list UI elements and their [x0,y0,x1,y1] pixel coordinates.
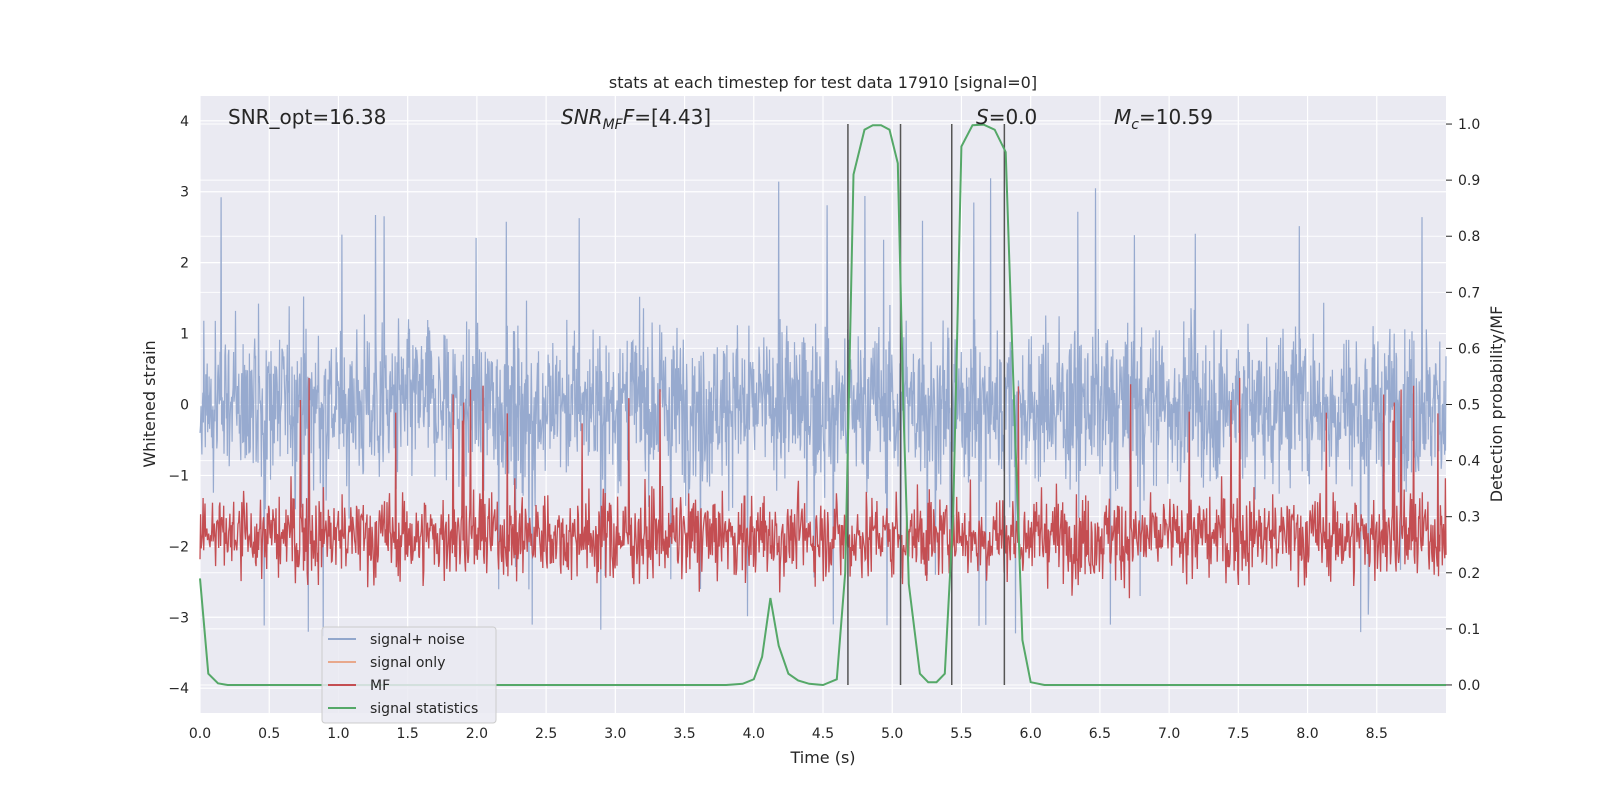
x-tick-label: 8.0 [1296,726,1318,742]
right-tick-label: 0.2 [1458,566,1480,582]
snr-mf-f: F [623,105,635,129]
right-axis-label: Detection probability/MF [1487,306,1506,503]
signal-statistics-line [199,123,1446,687]
right-tick-label: 0.4 [1458,454,1480,470]
mc-base: M [1114,105,1131,129]
right-tick-label: 1.0 [1458,117,1480,133]
s-symbol: S [976,105,989,129]
y-tick-label: −1 [168,468,189,484]
signal-statistics-series [199,123,1446,687]
legend-label-signal-noise: signal+ noise [370,632,465,648]
x-tick-label: 1.0 [327,726,349,742]
y-tick-label: −3 [168,610,189,626]
legend-label-signal-statistics: signal statistics [370,701,478,717]
snr-mf-sub: MF [603,117,624,133]
y-tick-label: 3 [180,185,189,201]
x-tick-label: 6.5 [1089,726,1111,742]
right-tick-label: 0.7 [1458,285,1480,301]
y-tick-label: −2 [168,539,189,555]
x-tick-label: 4.0 [743,726,765,742]
mc-sub: c [1131,117,1139,133]
right-tick-label: 0.5 [1458,398,1480,414]
right-tick-label: 0.1 [1458,622,1480,638]
s-value: =0.0 [989,105,1038,129]
y-tick-label: 2 [180,256,189,272]
signal-noise-line [199,178,1447,637]
legend-label-signal-only: signal only [370,655,445,671]
signal-noise-series [199,178,1447,637]
snr-mf-value: =[4.43] [634,105,711,129]
x-tick-label: 0.5 [258,726,280,742]
mf-line [199,377,1447,599]
x-tick-label: 1.5 [397,726,419,742]
y-axis-ticks: 4 3 2 1 0 −1 −2 −3 −4 [168,114,189,697]
snr-mf-base: SNR [561,105,603,129]
right-axis-ticks: 1.0 0.9 0.8 0.7 0.6 0.5 0.4 0.3 0.2 0.1 0.0 [1446,117,1480,694]
right-tick-label: 0.0 [1458,678,1480,694]
x-tick-label: 4.5 [812,726,834,742]
x-tick-label: 3.5 [673,726,695,742]
x-tick-label: 7.0 [1158,726,1180,742]
x-tick-label: 8.5 [1366,726,1388,742]
y-tick-label: 4 [180,114,189,130]
legend-box [321,626,497,724]
legend-label-mf: MF [370,678,390,694]
x-tick-label: 7.5 [1227,726,1249,742]
right-tick-label: 0.3 [1458,510,1480,526]
y-tick-label: −4 [168,681,189,697]
mc-value: =10.59 [1139,105,1213,129]
x-axis-ticks: 0.0 0.5 1.0 1.5 2.0 2.5 3.0 3.5 4.0 4.5 5.0 5.5 6.0 6… [189,726,1388,742]
right-tick-label: 0.8 [1458,229,1480,245]
mc-annotation: Mc=10.59 [1114,105,1213,133]
right-tick-label: 0.9 [1458,173,1480,189]
x-axis-label: Time (s) [789,748,855,767]
x-tick-label: 0.0 [189,726,211,742]
x-tick-label: 5.5 [950,726,972,742]
snr-opt-annotation: SNR_opt=16.38 [228,105,386,129]
y-axis-label: Whitened strain [140,340,159,467]
chart-title: stats at each timestep for test data 179… [609,73,1037,92]
x-tick-label: 3.0 [604,726,626,742]
y-tick-label: 1 [180,327,189,343]
x-tick-label: 2.0 [466,726,488,742]
x-tick-label: 2.5 [535,726,557,742]
right-tick-label: 0.6 [1458,341,1480,357]
y-tick-label: 0 [180,398,189,414]
s-annotation: S=0.0 [976,105,1037,129]
legend: signal+ noise signal only MF signal stat… [321,626,497,724]
x-tick-label: 6.0 [1020,726,1042,742]
x-tick-label: 5.0 [881,726,903,742]
snr-mf-annotation: SNRMFF=[4.43] [561,105,711,133]
mf-series [199,377,1447,599]
